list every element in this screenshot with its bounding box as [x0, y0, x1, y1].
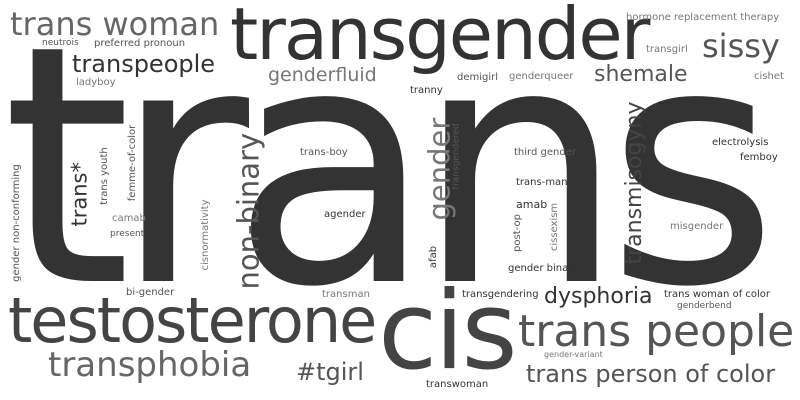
- word-agender: agender: [324, 209, 366, 220]
- word-gender-variant: gender-variant: [544, 350, 603, 359]
- word-bi-gender: bi-gender: [126, 287, 175, 298]
- word-trans: trans: [2, 0, 778, 359]
- word-neutrois: neutrois: [42, 38, 79, 48]
- word-trans-star: trans*: [67, 162, 92, 227]
- word-transpeople: transpeople: [72, 50, 216, 78]
- word-trans-woman: trans woman: [10, 5, 220, 43]
- word-shemale: shemale: [594, 62, 688, 87]
- word-trans-youth: trans youth: [99, 147, 110, 205]
- word-gender-binary: gender binary: [508, 263, 579, 274]
- word-misgender: misgender: [670, 221, 724, 232]
- word-afab: afab: [428, 245, 439, 269]
- word-preferred-pronoun: preferred pronoun: [94, 38, 186, 49]
- word-camab: camab: [112, 213, 146, 224]
- word-tranny: tranny: [410, 85, 443, 96]
- word-trans-woman-of-color: trans woman of color: [664, 289, 771, 300]
- word-post-op: post-op: [512, 214, 523, 252]
- word-sissy: sissy: [702, 27, 780, 65]
- word-transphobia: transphobia: [48, 345, 252, 385]
- word-cishet: cishet: [754, 71, 784, 82]
- word-transmisogyny: transmisogyny: [622, 101, 647, 265]
- word-trans-man: trans-man: [516, 177, 568, 188]
- word-genderbend: genderbend: [677, 301, 732, 311]
- word-present: present: [110, 229, 145, 239]
- word-cissexism: cissexism: [549, 202, 560, 252]
- word-amab: amab: [516, 198, 548, 211]
- word-transgirl: transgirl: [646, 44, 688, 55]
- word-electrolysis: electrolysis: [712, 137, 769, 148]
- word-ladyboy: ladyboy: [76, 77, 116, 88]
- word-gender-non-conforming: gender non-conforming: [11, 164, 22, 282]
- word-tgirl: #tgirl: [296, 358, 364, 386]
- word-cisnormativity: cisnormativity: [200, 199, 211, 271]
- word-genderqueer: genderqueer: [509, 71, 574, 82]
- word-femboy: femboy: [740, 152, 778, 163]
- word-demigirl: demigirl: [457, 72, 499, 83]
- word-femme-of-color: femme-of-color: [127, 124, 138, 202]
- word-transwoman: transwoman: [426, 379, 489, 390]
- word-dysphoria: dysphoria: [544, 284, 653, 309]
- word-testosterone: testosterone: [8, 284, 377, 357]
- word-third-gender: third gender: [514, 147, 576, 158]
- word-transgendered: transgendered: [451, 123, 462, 190]
- word-trans-person-of-color: trans person of color: [526, 360, 776, 388]
- word-cis: cis: [378, 269, 518, 394]
- word-non-binary: non-binary: [231, 132, 266, 290]
- word-gender: gender: [422, 117, 457, 221]
- word-hormone-replacement-therapy: hormone replacement therapy: [626, 12, 780, 23]
- word-trans-boy: trans-boy: [300, 147, 348, 158]
- word-trans-people: trans people: [518, 306, 795, 357]
- word-transgendering: transgendering: [462, 289, 539, 300]
- word-genderfluid: genderfluid: [268, 64, 377, 86]
- word-transman: transman: [322, 289, 370, 300]
- word-transgender: transgender: [230, 0, 650, 76]
